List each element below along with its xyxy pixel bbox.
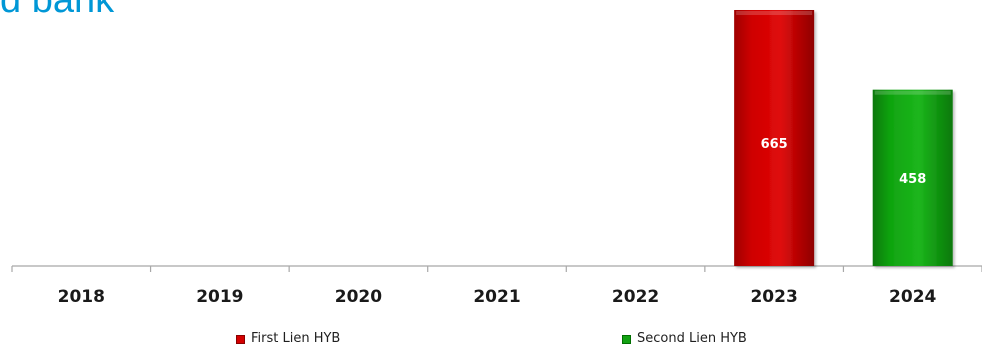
x-tick-label: 2020 <box>335 287 382 307</box>
legend-item-second-lien-hyb: Second Lien HYB <box>622 331 747 347</box>
x-tick-label: 2021 <box>473 287 520 307</box>
x-tick-label: 2022 <box>612 287 659 307</box>
bar-highlight <box>874 90 951 95</box>
x-tick-label: 2019 <box>196 287 243 307</box>
legend-label-first-lien-hyb: First Lien HYB <box>251 331 341 346</box>
legend-swatch-first-lien-hyb <box>236 334 245 344</box>
bars-layer <box>734 10 953 266</box>
x-axis <box>11 265 982 272</box>
x-tick-label: 2024 <box>889 287 936 307</box>
x-tick-label: 2018 <box>58 287 105 307</box>
data-label: 665 <box>761 137 788 152</box>
bar-highlight <box>736 11 813 15</box>
legend: First Lien HYB Second Lien HYB <box>0 331 982 351</box>
legend-label-second-lien-hyb: Second Lien HYB <box>637 331 747 346</box>
legend-item-first-lien-hyb: First Lien HYB <box>236 331 340 347</box>
labels-layer: 2018 2019 2020 2021 2022 2023 2024 665 458 <box>58 137 937 307</box>
x-tick-label: 2023 <box>750 287 797 307</box>
bar-first-lien-hyb-2023 <box>734 10 815 266</box>
legend-swatch-second-lien-hyb <box>622 334 631 344</box>
page-title: d bank <box>0 0 115 21</box>
bar-second-lien-hyb-2024 <box>872 89 953 266</box>
data-label: 458 <box>899 172 926 187</box>
